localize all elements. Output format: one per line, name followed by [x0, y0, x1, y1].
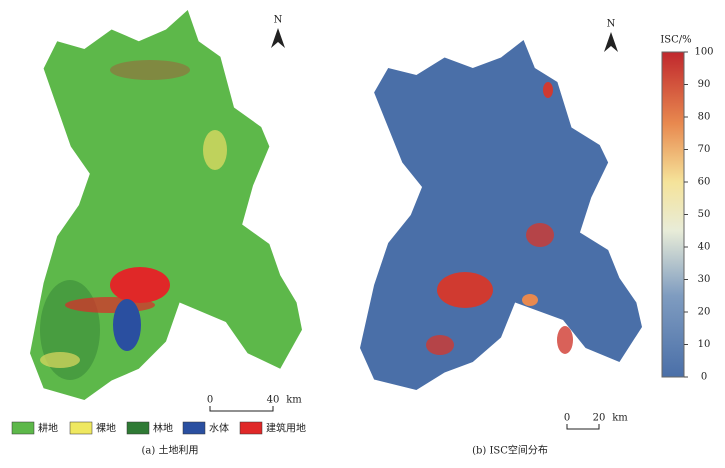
tick-label: 90 — [698, 79, 711, 90]
north-arrow — [604, 32, 618, 52]
legend-swatch — [69, 421, 93, 435]
tick-label: 80 — [698, 112, 711, 123]
scale-label: 0 — [207, 395, 213, 406]
scale-bar — [566, 424, 600, 430]
legend-swatch — [11, 421, 35, 435]
isc-map — [360, 40, 642, 390]
legend-label: 水体 — [209, 423, 229, 435]
colorbar-title: ISC/% — [660, 35, 691, 46]
tick-label: 0 — [701, 372, 707, 383]
north-label: N — [607, 19, 616, 30]
tick-label: 40 — [698, 242, 711, 253]
tick-label: 20 — [698, 307, 711, 318]
scale-unit: km — [286, 395, 302, 406]
legend-swatch — [239, 421, 263, 435]
colorbar — [661, 51, 685, 378]
scale-label: 20 — [593, 413, 606, 424]
legend-label: 建筑用地 — [266, 422, 306, 435]
tick-label: 50 — [698, 209, 711, 220]
tick-label: 60 — [698, 177, 711, 188]
legend-label: 耕地 — [38, 422, 58, 435]
tick-label: 30 — [698, 274, 711, 285]
legend-swatch — [126, 421, 150, 435]
tick-label: 70 — [698, 144, 711, 155]
caption: (b) ISC空间分布 — [472, 444, 548, 457]
tick-label: 10 — [698, 339, 711, 350]
north-arrow — [271, 28, 285, 48]
legend-swatch — [182, 421, 206, 435]
legend-label: 林地 — [153, 422, 173, 435]
land-use-map — [30, 10, 302, 400]
scale-unit: km — [612, 413, 628, 424]
scale-bar — [209, 406, 274, 412]
legend-label: 裸地 — [96, 422, 116, 435]
caption: (a) 土地利用 — [142, 444, 199, 457]
scale-label: 40 — [267, 395, 280, 406]
tick-label: 100 — [694, 47, 713, 58]
scale-label: 0 — [564, 413, 570, 424]
north-label: N — [274, 15, 283, 26]
